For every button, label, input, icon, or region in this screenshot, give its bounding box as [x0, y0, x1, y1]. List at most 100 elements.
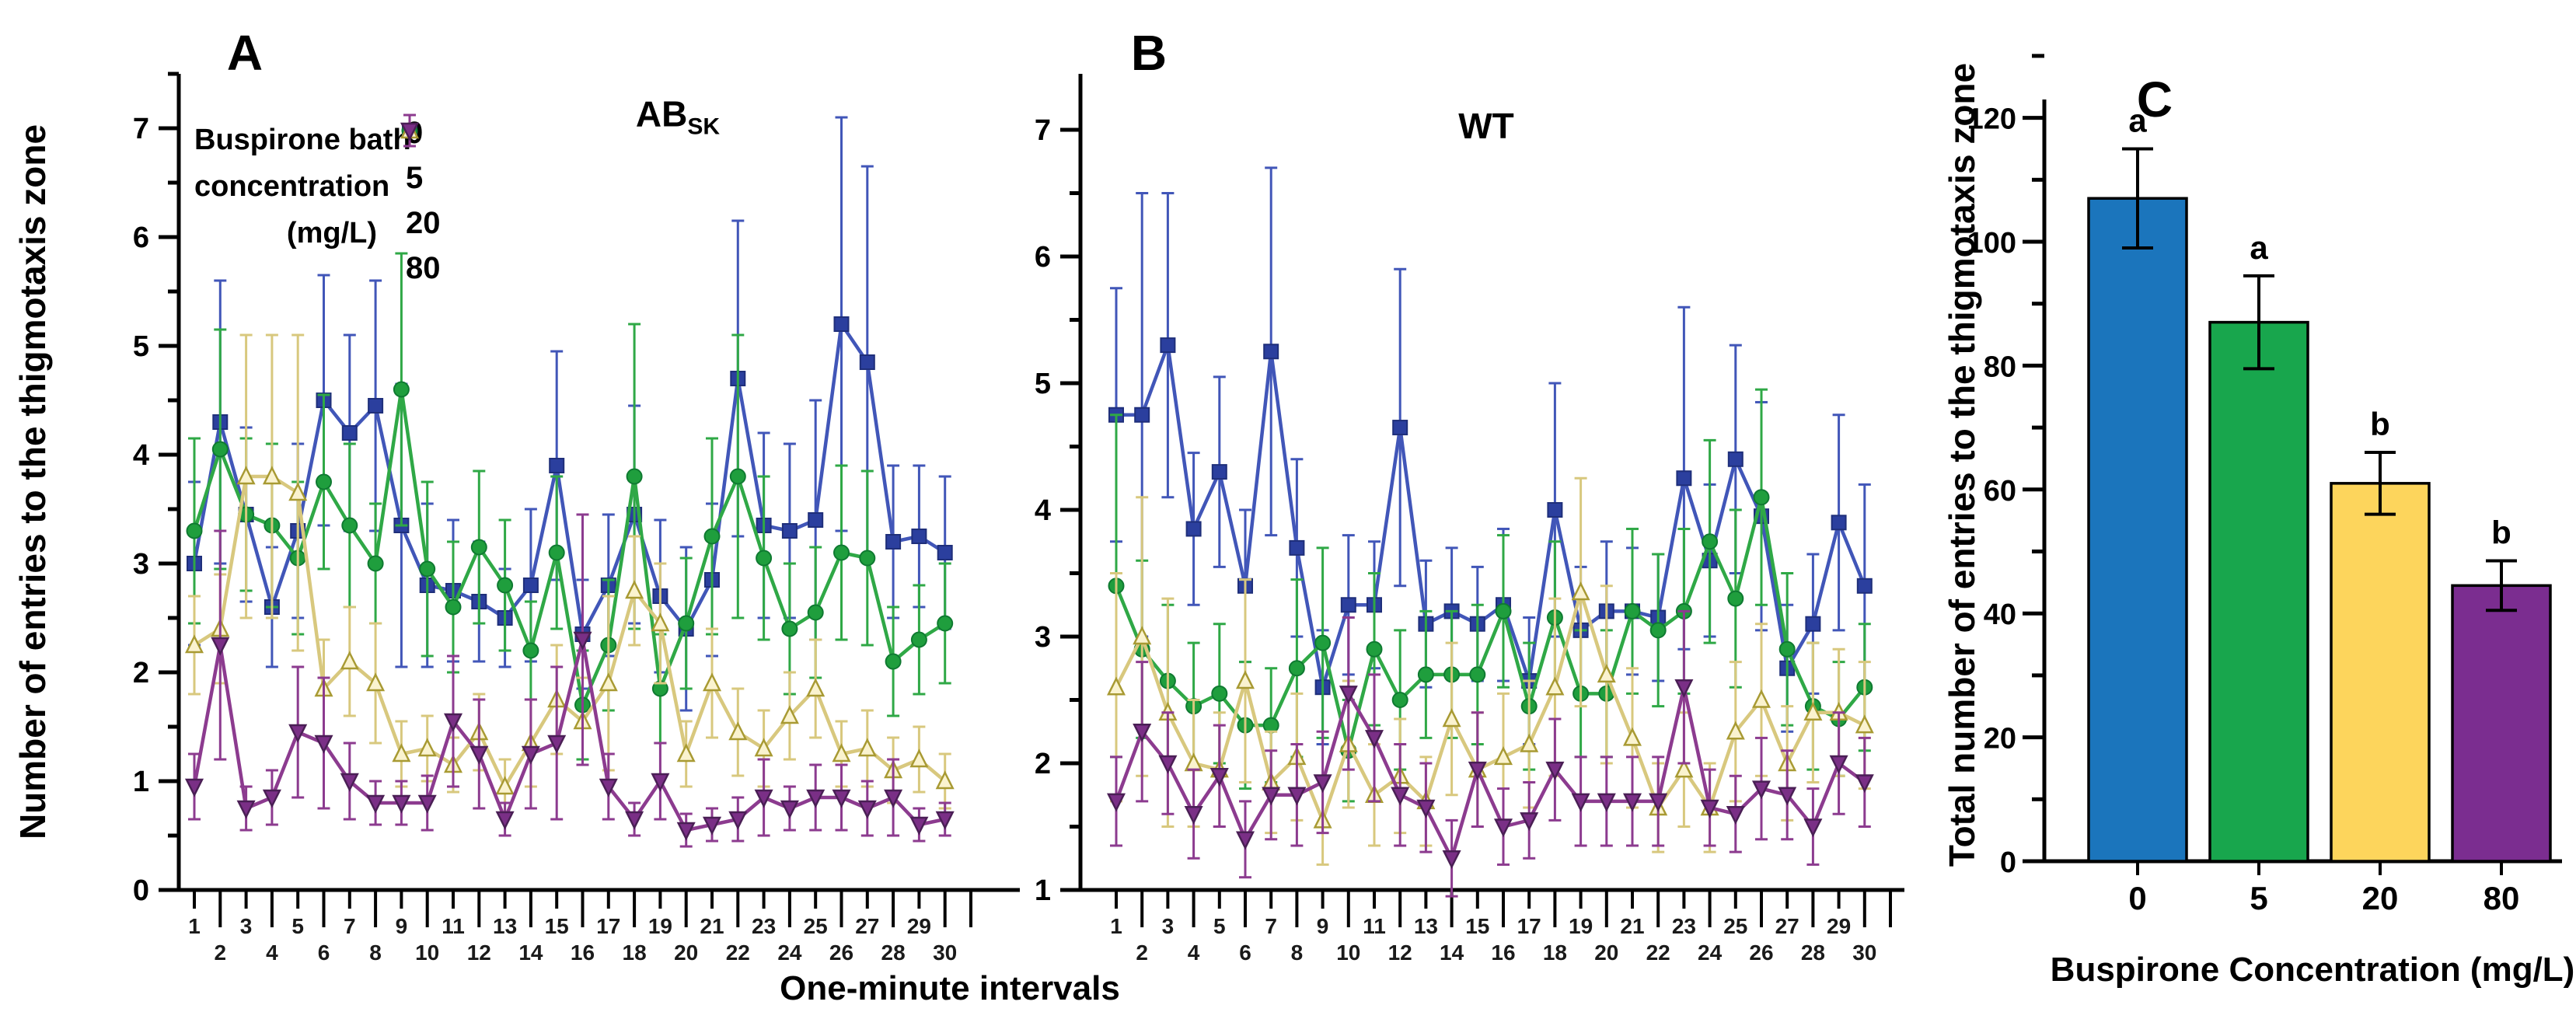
svg-text:60: 60: [1984, 475, 2016, 508]
svg-text:26: 26: [1749, 940, 1773, 965]
svg-text:80: 80: [1984, 351, 2016, 383]
svg-text:24: 24: [777, 940, 802, 965]
svg-text:20: 20: [1984, 723, 2016, 756]
svg-text:23: 23: [1672, 914, 1696, 938]
panel-a-y-axis-title: Number of entries to the thigmotaxis zon…: [12, 124, 53, 840]
panel-a-chart: 0123456712345678910111213141516171819202…: [133, 72, 1020, 965]
svg-text:16: 16: [571, 940, 595, 965]
svg-text:20: 20: [2362, 880, 2399, 916]
svg-text:1: 1: [1110, 914, 1122, 938]
svg-text:5: 5: [291, 914, 304, 938]
svg-text:5: 5: [1213, 914, 1226, 938]
svg-text:22: 22: [726, 940, 750, 965]
svg-text:16: 16: [1491, 940, 1515, 965]
svg-text:4: 4: [133, 439, 149, 472]
panel-b-title: WT: [1458, 106, 1514, 146]
svg-text:7: 7: [1035, 114, 1051, 147]
svg-text:100: 100: [1967, 227, 2016, 260]
svg-text:29: 29: [1827, 914, 1851, 938]
legend-item-5mg: 5: [398, 113, 441, 201]
svg-text:10: 10: [1336, 940, 1360, 965]
svg-text:20: 20: [1594, 940, 1618, 965]
svg-text:2: 2: [215, 940, 227, 965]
svg-text:24: 24: [1698, 940, 1723, 965]
svg-text:a: a: [2128, 102, 2147, 138]
panel-c-x-axis-title: Buspirone Concentration (mg/L): [2050, 951, 2575, 989]
svg-text:21: 21: [700, 914, 724, 938]
panel-b-letter: B: [1130, 25, 1168, 81]
svg-text:14: 14: [518, 940, 543, 965]
panel-c-y-axis-title: Total number of entries to the thigmotax…: [1942, 62, 1982, 867]
svg-text:5: 5: [2250, 880, 2267, 916]
svg-text:4: 4: [1188, 940, 1200, 965]
svg-text:1: 1: [1035, 874, 1051, 907]
svg-text:9: 9: [396, 914, 408, 938]
svg-text:28: 28: [1801, 940, 1825, 965]
legend-item-20mg: 20: [398, 113, 441, 246]
svg-text:8: 8: [1291, 940, 1304, 965]
svg-text:6: 6: [1239, 940, 1251, 965]
legend-label: 80: [406, 250, 441, 285]
legend-title-line-1: Buspirone bath: [194, 124, 411, 156]
svg-text:30: 30: [1852, 940, 1876, 965]
svg-text:12: 12: [1388, 940, 1412, 965]
svg-text:8: 8: [369, 940, 382, 965]
svg-text:0: 0: [2128, 880, 2146, 916]
svg-text:80: 80: [2484, 880, 2520, 916]
svg-text:2: 2: [1136, 940, 1148, 965]
svg-text:28: 28: [881, 940, 906, 965]
svg-text:3: 3: [1162, 914, 1175, 938]
svg-text:15: 15: [1465, 914, 1489, 938]
legend-title-line-3: (mg/L): [286, 217, 377, 250]
legend-label: 20: [406, 205, 441, 240]
svg-text:1: 1: [188, 914, 201, 938]
svg-text:3: 3: [1035, 621, 1051, 654]
panel-c-chart: 0 20 40 60 80 100 120 a 0 a 5 b 20 b 80: [1967, 54, 2562, 916]
legend-item-80mg: 80: [398, 113, 441, 291]
svg-text:25: 25: [804, 914, 828, 938]
svg-text:18: 18: [623, 940, 647, 965]
svg-text:7: 7: [344, 914, 356, 938]
svg-text:22: 22: [1646, 940, 1670, 965]
svg-text:13: 13: [493, 914, 517, 938]
svg-text:b: b: [2370, 406, 2390, 442]
svg-text:4: 4: [1035, 494, 1051, 527]
svg-text:0: 0: [133, 874, 149, 907]
svg-text:3: 3: [240, 914, 253, 938]
panel-a-letter: A: [226, 25, 264, 81]
legend: 0 5 20 80: [398, 110, 441, 291]
svg-text:29: 29: [907, 914, 931, 938]
svg-text:25: 25: [1723, 914, 1747, 938]
svg-text:1: 1: [133, 766, 149, 798]
panel-a-title-main: AB: [635, 93, 688, 134]
svg-text:6: 6: [133, 222, 149, 254]
svg-text:b: b: [2491, 514, 2511, 550]
svg-text:3: 3: [133, 548, 149, 581]
svg-text:9: 9: [1317, 914, 1329, 938]
svg-text:2: 2: [133, 657, 149, 689]
legend-title: Buspirone bath concentration (mg/L): [194, 117, 411, 256]
svg-text:6: 6: [318, 940, 330, 965]
svg-text:23: 23: [752, 914, 776, 938]
svg-text:4: 4: [266, 940, 278, 965]
svg-text:14: 14: [1440, 940, 1464, 965]
svg-text:19: 19: [648, 914, 672, 938]
legend-title-line-2: concentration: [194, 170, 390, 203]
svg-text:17: 17: [1517, 914, 1541, 938]
svg-text:120: 120: [1967, 103, 2016, 136]
svg-text:0: 0: [2000, 846, 2016, 879]
svg-text:2: 2: [1035, 748, 1051, 780]
svg-text:21: 21: [1620, 914, 1644, 938]
svg-text:27: 27: [1775, 914, 1799, 938]
svg-text:17: 17: [596, 914, 620, 938]
svg-text:26: 26: [829, 940, 853, 965]
svg-text:15: 15: [545, 914, 569, 938]
panel-a-title: ABSK: [636, 92, 720, 140]
svg-text:40: 40: [1984, 598, 2016, 631]
panel-b-chart: 1234567123456789101112131415161718192021…: [1035, 74, 1904, 965]
svg-text:10: 10: [415, 940, 439, 965]
svg-text:20: 20: [674, 940, 698, 965]
svg-text:7: 7: [1265, 914, 1277, 938]
legend-label: 5: [406, 160, 424, 195]
